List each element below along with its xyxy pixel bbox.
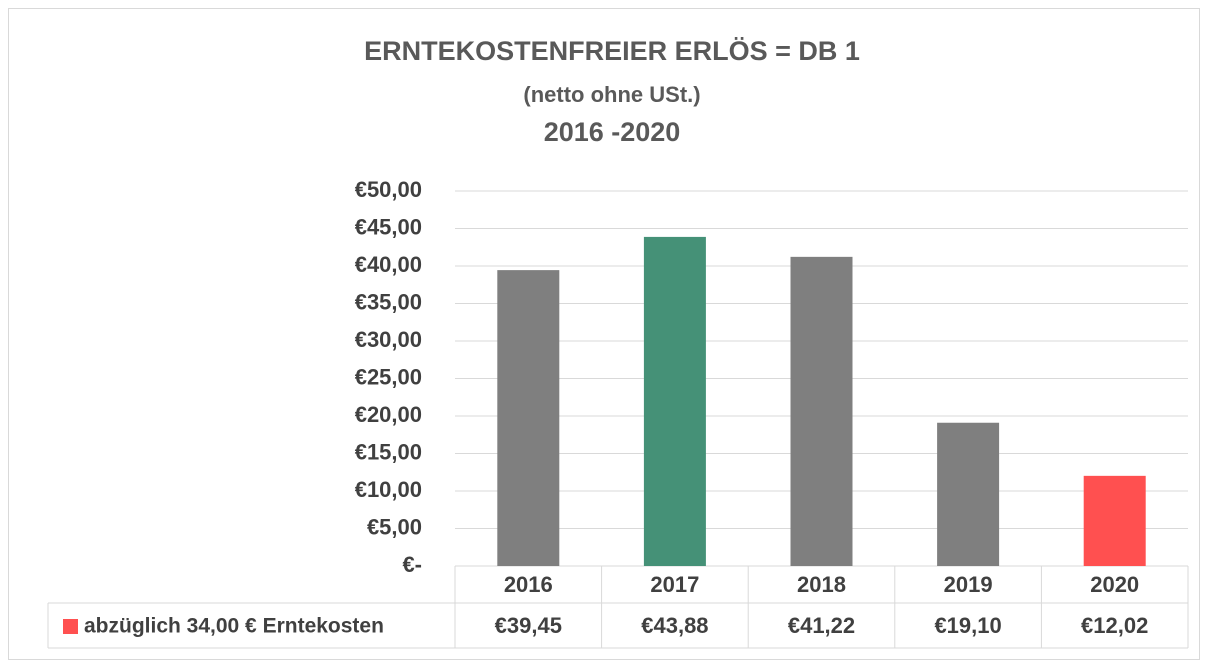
x-tick-label: 2018 <box>797 572 846 597</box>
y-tick-label: €10,00 <box>355 477 422 502</box>
chart-subtitle: 2016 -2020 <box>544 117 681 147</box>
chart-title: ERNTEKOSTENFREIER ERLÖS = DB 1 <box>364 36 860 66</box>
y-tick-label: €45,00 <box>355 214 422 239</box>
y-tick-label: €50,00 <box>355 177 422 202</box>
x-tick-label: 2019 <box>944 572 993 597</box>
data-table-value: €12,02 <box>1081 613 1148 638</box>
data-table-value: €43,88 <box>641 613 708 638</box>
x-tick-label: 2017 <box>650 572 699 597</box>
data-table-value: €41,22 <box>788 613 855 638</box>
chart-subtitle: (netto ohne USt.) <box>523 82 700 107</box>
legend-key <box>63 619 78 634</box>
data-table-value: €19,10 <box>934 613 1001 638</box>
y-tick-label: €15,00 <box>355 439 422 464</box>
chart-border <box>8 8 1200 660</box>
data-table-value: €39,45 <box>495 613 562 638</box>
y-tick-label: €- <box>402 552 422 577</box>
y-tick-label: €30,00 <box>355 327 422 352</box>
x-tick-label: 2020 <box>1090 572 1139 597</box>
bar <box>937 422 1000 566</box>
bar <box>497 270 560 566</box>
y-tick-label: €25,00 <box>355 364 422 389</box>
bar <box>1083 475 1146 566</box>
legend-label: abzüglich 34,00 € Erntekosten <box>84 615 384 638</box>
y-tick-label: €5,00 <box>367 514 422 539</box>
x-tick-label: 2016 <box>504 572 553 597</box>
y-tick-label: €40,00 <box>355 252 422 277</box>
y-tick-label: €20,00 <box>355 402 422 427</box>
bar <box>643 236 706 566</box>
bar <box>790 256 853 566</box>
y-tick-label: €35,00 <box>355 289 422 314</box>
